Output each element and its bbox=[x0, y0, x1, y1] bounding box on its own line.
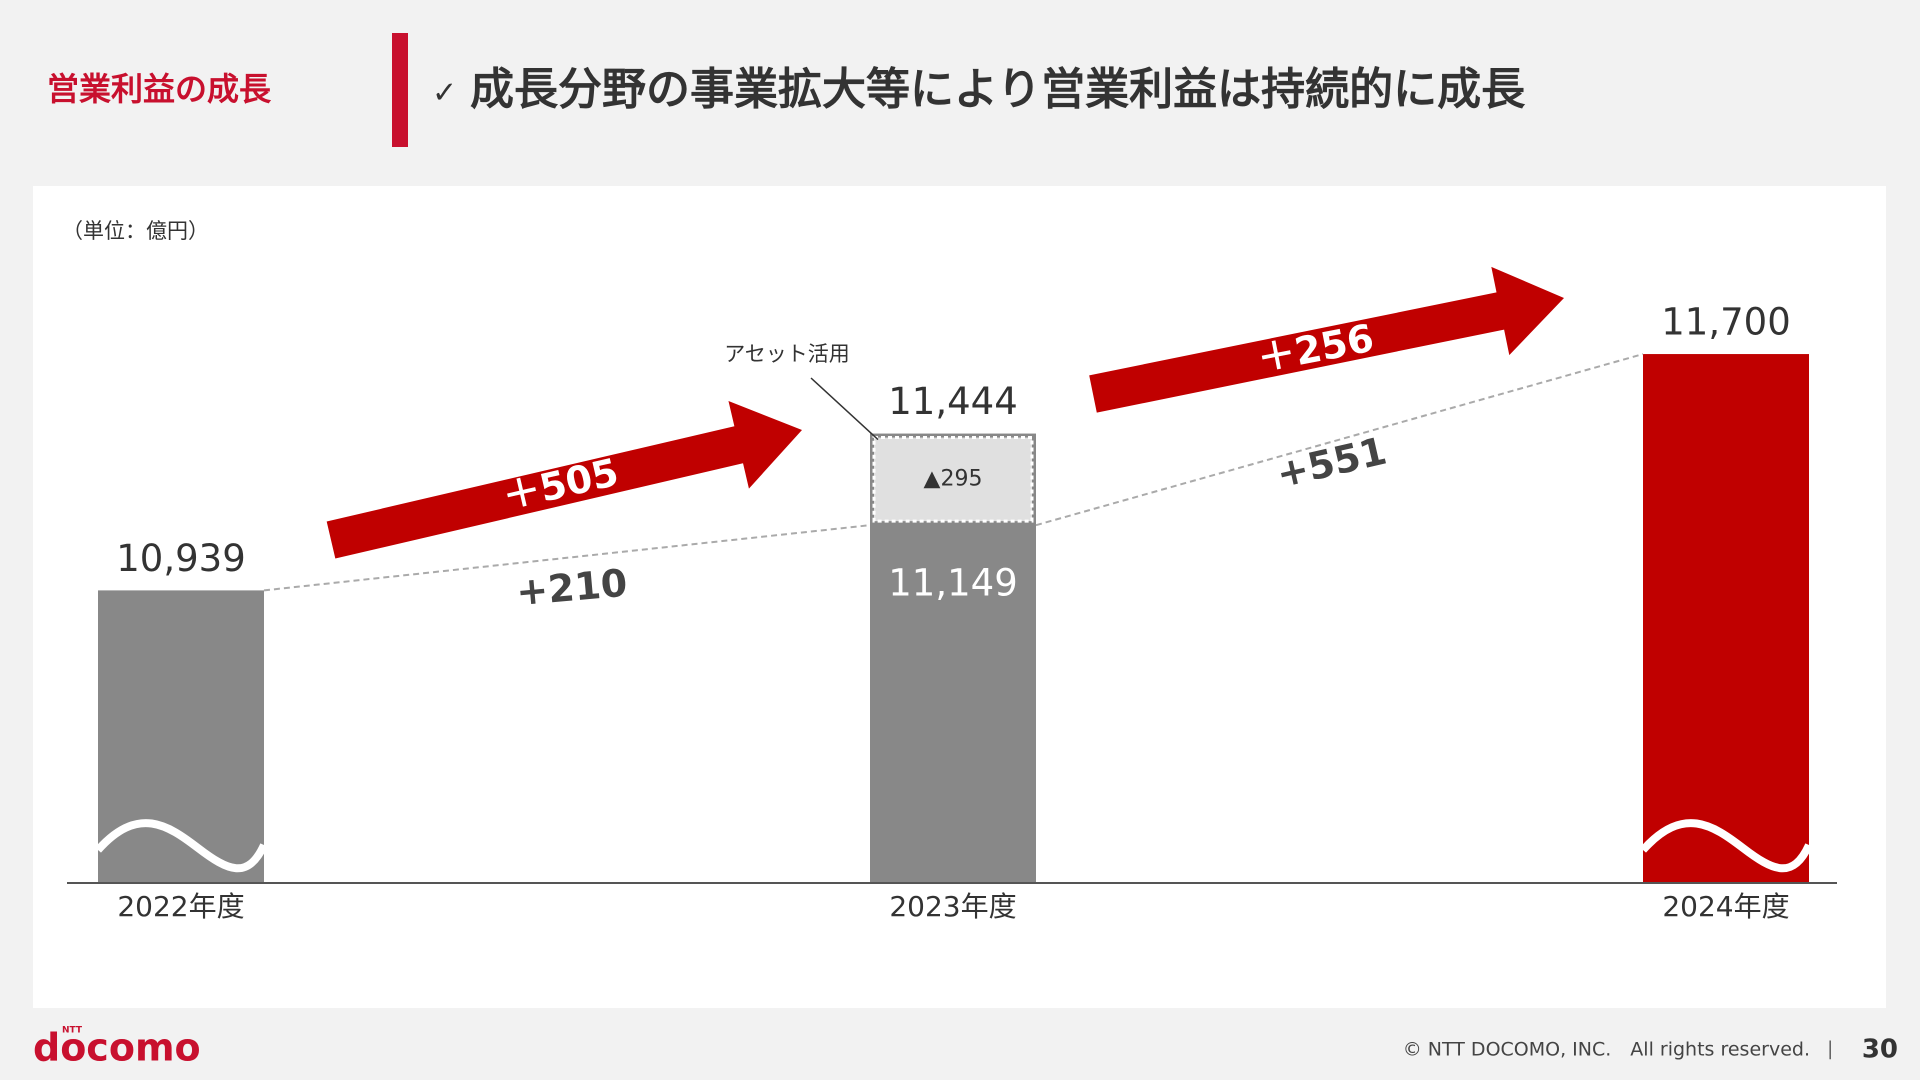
bar bbox=[1643, 354, 1809, 882]
growth-arrow bbox=[1089, 266, 1564, 413]
slide-title: 成長分野の事業拡大等により営業利益は持続的に成長 bbox=[470, 64, 1526, 115]
growth-arrow bbox=[326, 400, 802, 559]
logo: docomo bbox=[33, 1026, 201, 1070]
axis-break bbox=[1640, 819, 1813, 873]
axis-break bbox=[95, 819, 268, 873]
base-segment bbox=[870, 525, 1036, 882]
asset-label: アセット活用 bbox=[724, 342, 850, 366]
page-number: 30 bbox=[1862, 1035, 1898, 1065]
trend-line bbox=[1035, 353, 1644, 527]
value-label: 11,444 bbox=[888, 380, 1017, 423]
asset-value-label: ▲295 bbox=[924, 466, 983, 491]
trend-line bbox=[263, 524, 871, 592]
separator: | bbox=[1827, 1038, 1833, 1060]
title-bar bbox=[392, 33, 408, 147]
copyright: © NTT DOCOMO, INC. All rights reserved. bbox=[1403, 1039, 1810, 1061]
value-label: 10,939 bbox=[116, 537, 245, 580]
section-title: 営業利益の成長 bbox=[47, 70, 272, 108]
asset-box bbox=[872, 436, 1034, 523]
unit-label: （単位：億円） bbox=[62, 219, 209, 243]
change-label: +210 bbox=[514, 561, 629, 615]
logo-small: NTT bbox=[62, 1026, 83, 1036]
value-label: 11,700 bbox=[1661, 301, 1790, 344]
x-tick-label: 2024年度 bbox=[1662, 890, 1789, 923]
base-label: 11,149 bbox=[888, 562, 1017, 605]
leader-line bbox=[810, 377, 879, 441]
x-tick-label: 2022年度 bbox=[117, 890, 244, 923]
check-mark: ✓ bbox=[432, 76, 457, 111]
x-tick-label: 2023年度 bbox=[889, 890, 1016, 923]
